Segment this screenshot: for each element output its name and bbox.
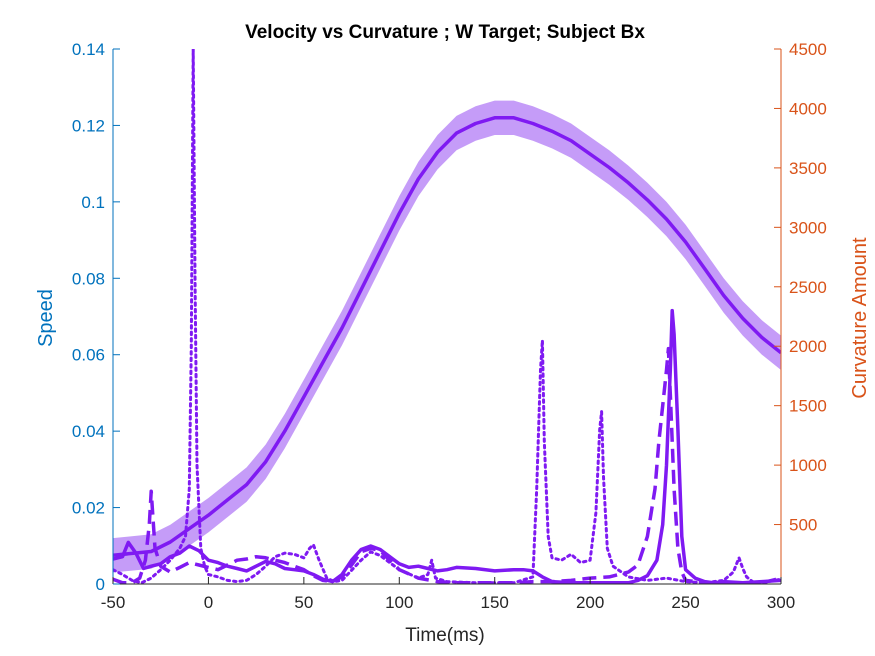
right-tick-label: 1000 bbox=[789, 456, 827, 475]
left-tick-label: 0.04 bbox=[72, 422, 105, 441]
right-tick-label: 1500 bbox=[789, 397, 827, 416]
x-tick-label: -50 bbox=[101, 593, 126, 612]
axes: -50 0 50 100 150 200 250 30000.020.040.060.080.… bbox=[72, 40, 827, 612]
x-tick-label: 50 bbox=[294, 593, 313, 612]
right-tick-label: 500 bbox=[789, 516, 817, 535]
right-tick-label: 3500 bbox=[789, 159, 827, 178]
x-tick-label: 150 bbox=[481, 593, 509, 612]
plot-area bbox=[113, 49, 781, 584]
curvature-line-dotted bbox=[113, 49, 781, 584]
left-tick-label: 0.1 bbox=[81, 193, 105, 212]
left-axis-label: Speed bbox=[35, 289, 57, 347]
speed-mean-line bbox=[113, 116, 781, 558]
left-tick-label: 0.06 bbox=[72, 346, 105, 365]
x-tick-label: 100 bbox=[385, 593, 413, 612]
x-tick-label: 250 bbox=[671, 593, 699, 612]
x-tick-label: 300 bbox=[767, 593, 795, 612]
right-tick-label: 2000 bbox=[789, 337, 827, 356]
x-tick-label: 0 bbox=[204, 593, 213, 612]
left-tick-label: 0.08 bbox=[72, 269, 105, 288]
chart-title: Velocity vs Curvature ; W Target; Subjec… bbox=[245, 22, 645, 43]
curvature-line-solid bbox=[113, 308, 781, 584]
left-tick-label: 0.02 bbox=[72, 499, 105, 518]
right-tick-label: 3000 bbox=[789, 218, 827, 237]
speed-confidence-band bbox=[113, 100, 781, 573]
plot-marks bbox=[113, 49, 781, 584]
right-tick-label: 4500 bbox=[789, 40, 827, 59]
left-tick-label: 0 bbox=[96, 575, 105, 594]
right-tick-label: 2500 bbox=[789, 278, 827, 297]
x-axis-label: Time(ms) bbox=[405, 625, 485, 646]
x-tick-label: 200 bbox=[576, 593, 604, 612]
right-axis-label: Curvature Amount bbox=[849, 237, 871, 399]
curvature-line-dashed bbox=[113, 346, 781, 584]
left-tick-label: 0.14 bbox=[72, 40, 105, 59]
right-tick-label: 4000 bbox=[789, 99, 827, 118]
left-tick-label: 0.12 bbox=[72, 116, 105, 135]
